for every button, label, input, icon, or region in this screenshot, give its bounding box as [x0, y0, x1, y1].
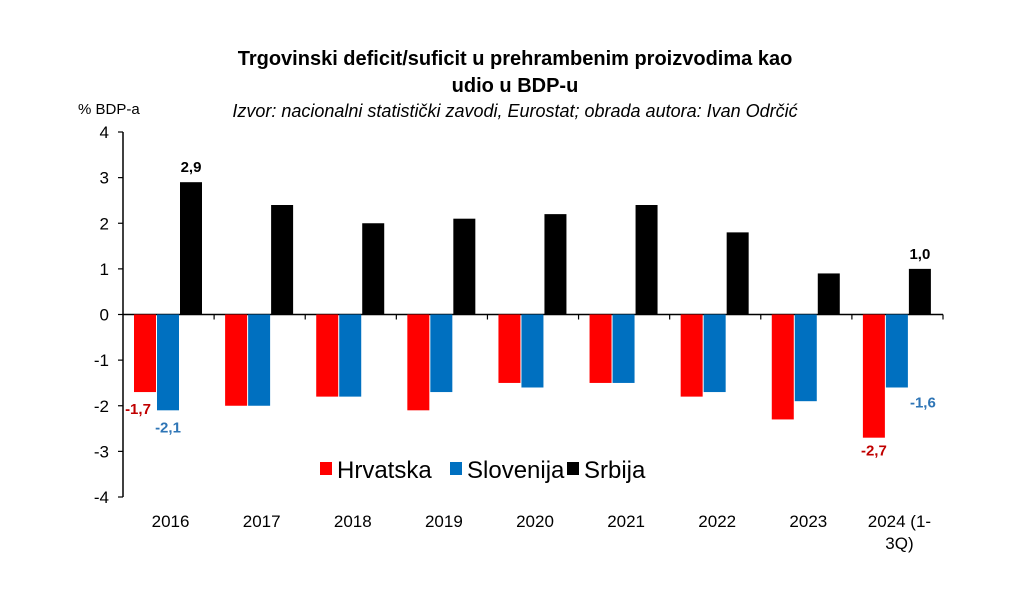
x-tick-label: 2023 — [789, 512, 827, 531]
bar-srbija-2019 — [453, 218, 476, 315]
bar-slovenija-2018 — [339, 314, 362, 397]
bar-hrvatska-2016 — [134, 314, 156, 393]
y-tick-label: 3 — [100, 169, 109, 188]
data-label: -2,7 — [861, 443, 887, 460]
data-label: 2,9 — [181, 159, 202, 176]
bar-srbija-2016 — [180, 182, 202, 315]
data-label: -1,6 — [910, 395, 936, 412]
y-tick-label: 1 — [100, 260, 109, 279]
legend-swatch-slovenija — [450, 462, 462, 475]
bar-slovenija-2024 — [885, 314, 908, 388]
bar-hrvatska-2024 — [862, 314, 885, 438]
bar-hrvatska-2020 — [498, 314, 521, 383]
bar-hrvatska-2017 — [225, 314, 248, 406]
bar-srbija-2023 — [817, 273, 840, 315]
y-tick-label: -4 — [94, 488, 109, 507]
data-label: -1,7 — [125, 401, 151, 418]
bar-srbija-2018 — [362, 223, 385, 315]
x-tick-label: 2019 — [425, 512, 463, 531]
bar-slovenija-2021 — [612, 314, 635, 383]
legend-label-slovenija: Slovenija — [467, 457, 565, 484]
x-tick-label: 2016 — [152, 512, 190, 531]
chart-title-line-1: Trgovinski deficit/suficit u prehrambeni… — [238, 48, 793, 70]
y-tick-label: 0 — [100, 306, 109, 325]
x-tick-label: 2020 — [516, 512, 554, 531]
bar-hrvatska-2019 — [407, 314, 430, 411]
x-tick-label: 2017 — [243, 512, 281, 531]
legend-label-srbija: Srbija — [584, 457, 646, 484]
bar-slovenija-2020 — [521, 314, 544, 388]
y-tick-label: -3 — [94, 442, 109, 461]
x-tick-label: 2018 — [334, 512, 372, 531]
y-tick-label: -2 — [94, 397, 109, 416]
chart-subtitle: Izvor: nacionalni statistički zavodi, Eu… — [232, 101, 797, 121]
bar-slovenija-2019 — [430, 314, 453, 393]
x-tick-label: 2024 (1- — [868, 512, 931, 531]
y-axis-label: % BDP-a — [78, 101, 140, 118]
bar-slovenija-2016 — [157, 314, 179, 411]
x-tick-label: 2022 — [698, 512, 736, 531]
y-tick-label: 2 — [100, 214, 109, 233]
data-label: 1,0 — [909, 246, 930, 263]
y-tick-label: -1 — [94, 351, 109, 370]
legend-swatch-srbija — [567, 462, 579, 475]
x-tick-label: 3Q) — [885, 534, 913, 553]
legend-swatch-hrvatska — [320, 462, 332, 475]
bar-srbija-2020 — [544, 214, 567, 315]
bar-srbija-2021 — [635, 205, 658, 315]
x-tick-label: 2021 — [607, 512, 645, 531]
data-label: -2,1 — [155, 419, 181, 436]
bar-slovenija-2022 — [703, 314, 726, 393]
bar-hrvatska-2022 — [680, 314, 703, 397]
bar-hrvatska-2021 — [589, 314, 612, 383]
bar-hrvatska-2023 — [771, 314, 794, 420]
bar-hrvatska-2018 — [316, 314, 339, 397]
bar-srbija-2022 — [726, 232, 749, 315]
y-tick-label: 4 — [100, 123, 109, 142]
bar-srbija-2017 — [271, 205, 294, 315]
bar-srbija-2024 — [908, 268, 931, 315]
chart-title-line-2: udio u BDP-u — [452, 75, 579, 97]
legend-label-hrvatska: Hrvatska — [337, 457, 432, 484]
bar-slovenija-2023 — [794, 314, 817, 402]
bar-slovenija-2017 — [248, 314, 271, 406]
